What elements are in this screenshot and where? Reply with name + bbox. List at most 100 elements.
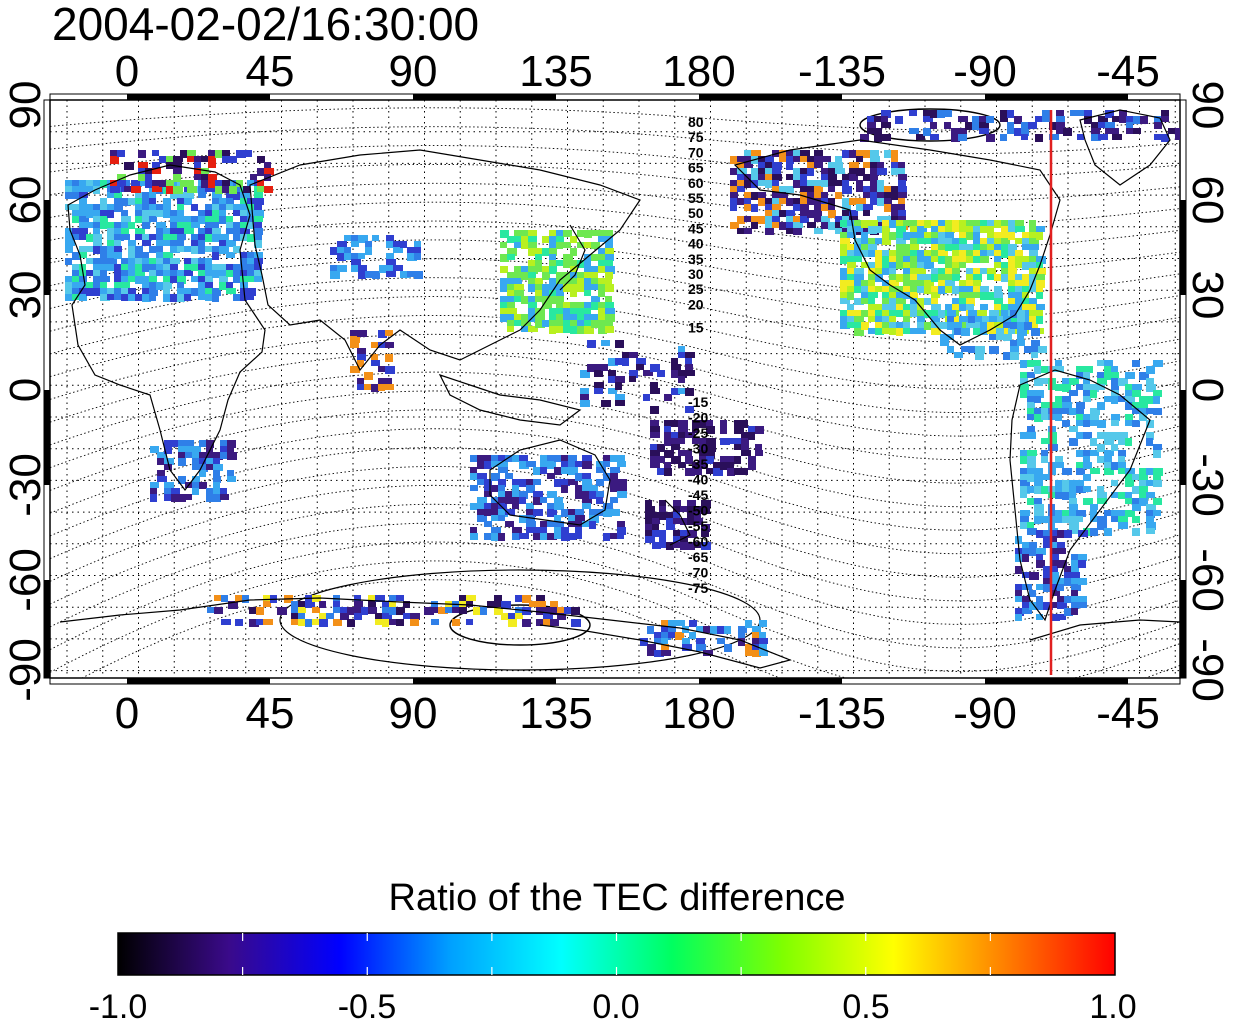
tec-patch bbox=[910, 220, 919, 227]
tec-patch bbox=[233, 234, 242, 241]
tec-patch bbox=[72, 210, 81, 216]
tec-patch bbox=[1111, 396, 1118, 404]
tec-patch bbox=[582, 461, 592, 469]
tec-patch bbox=[959, 298, 968, 304]
tec-patch bbox=[556, 284, 563, 291]
tec-patch bbox=[861, 220, 871, 228]
tec-patch bbox=[254, 234, 262, 242]
tec-patch bbox=[931, 232, 938, 238]
tec-patch bbox=[591, 314, 600, 320]
tec-patch bbox=[861, 286, 870, 293]
tec-patch bbox=[584, 260, 591, 267]
tec-patch bbox=[1029, 256, 1036, 264]
tec-patch bbox=[93, 258, 102, 266]
tec-patch bbox=[354, 601, 363, 609]
tec-patch bbox=[568, 533, 576, 540]
tec-patch bbox=[100, 258, 107, 264]
tec-patch bbox=[793, 150, 801, 157]
tec-patch bbox=[1035, 116, 1045, 122]
tec-patch bbox=[212, 252, 219, 260]
tec-patch bbox=[910, 226, 918, 234]
tec-patch bbox=[1153, 480, 1162, 487]
tec-patch bbox=[79, 222, 86, 230]
top-tick-4: 180 bbox=[662, 47, 735, 96]
tec-patch bbox=[898, 192, 907, 198]
tec-patch bbox=[1027, 528, 1037, 535]
tec-patch bbox=[1022, 274, 1029, 282]
tec-patch bbox=[570, 290, 577, 297]
tec-patch bbox=[79, 234, 86, 240]
tec-patch bbox=[1084, 110, 1092, 118]
tec-patch bbox=[1057, 530, 1067, 538]
tec-patch bbox=[701, 500, 711, 507]
tec-patch bbox=[498, 455, 505, 463]
tec-patch bbox=[354, 613, 362, 620]
tec-patch bbox=[1154, 134, 1163, 140]
tec-patch bbox=[528, 248, 536, 256]
tec-patch bbox=[227, 476, 236, 482]
tec-patch bbox=[765, 216, 772, 222]
tec-patch bbox=[543, 607, 553, 613]
tec-patch bbox=[727, 438, 734, 444]
tec-patch bbox=[561, 461, 569, 467]
tec-patch bbox=[156, 234, 165, 242]
tec-patch bbox=[840, 310, 849, 316]
tec-patch bbox=[898, 210, 906, 216]
tec-patch bbox=[724, 626, 731, 634]
tec-patch bbox=[945, 286, 953, 293]
tec-patch bbox=[500, 302, 507, 310]
tec-patch bbox=[205, 288, 212, 294]
tec-patch bbox=[1008, 256, 1016, 262]
tec-patch bbox=[522, 619, 531, 627]
tec-patch bbox=[319, 601, 326, 608]
tec-patch bbox=[737, 228, 747, 234]
tec-patch bbox=[1070, 110, 1077, 116]
contour-label-south: -70 bbox=[688, 565, 708, 581]
tec-patch bbox=[1050, 602, 1057, 608]
tec-patch bbox=[931, 250, 938, 256]
tec-patch bbox=[884, 216, 892, 223]
tec-patch bbox=[1125, 396, 1135, 404]
tec-patch bbox=[222, 156, 230, 163]
tec-patch bbox=[701, 506, 710, 514]
tec-patch bbox=[445, 601, 454, 609]
tec-patch bbox=[568, 515, 575, 523]
tec-patch bbox=[938, 238, 946, 246]
tec-patch bbox=[514, 284, 524, 291]
tec-patch bbox=[659, 506, 666, 514]
tec-patch bbox=[198, 240, 205, 246]
tec-patch bbox=[1041, 486, 1051, 494]
tec-patch bbox=[199, 440, 206, 447]
left-tick-6: -90 bbox=[1, 638, 50, 702]
tec-patch bbox=[431, 607, 438, 613]
tec-patch bbox=[163, 258, 173, 264]
tec-patch bbox=[889, 310, 896, 318]
tec-patch bbox=[1041, 474, 1051, 480]
tec-patch bbox=[184, 222, 194, 228]
tec-patch bbox=[807, 210, 816, 218]
tec-patch bbox=[1055, 402, 1062, 410]
tec-patch bbox=[484, 485, 492, 491]
tec-patch bbox=[598, 248, 606, 256]
tec-patch bbox=[528, 284, 535, 292]
tec-patch bbox=[570, 248, 577, 256]
tec-patch bbox=[507, 254, 515, 260]
tec-patch bbox=[220, 488, 227, 496]
tec-patch bbox=[598, 254, 607, 261]
tec-patch bbox=[617, 491, 627, 498]
tec-patch bbox=[1041, 378, 1049, 384]
tec-patch bbox=[1034, 498, 1042, 504]
tec-patch bbox=[596, 491, 604, 497]
tec-patch bbox=[703, 650, 713, 656]
tec-patch bbox=[354, 607, 361, 615]
tec-patch bbox=[170, 192, 177, 199]
tec-patch bbox=[877, 186, 885, 193]
tec-patch bbox=[966, 304, 974, 312]
contour-line bbox=[50, 296, 1180, 366]
tec-patch bbox=[678, 370, 687, 378]
tec-patch bbox=[199, 458, 206, 466]
tec-patch bbox=[696, 638, 705, 646]
tec-patch bbox=[1036, 226, 1045, 232]
tec-patch bbox=[959, 280, 969, 287]
tec-patch bbox=[891, 168, 900, 175]
